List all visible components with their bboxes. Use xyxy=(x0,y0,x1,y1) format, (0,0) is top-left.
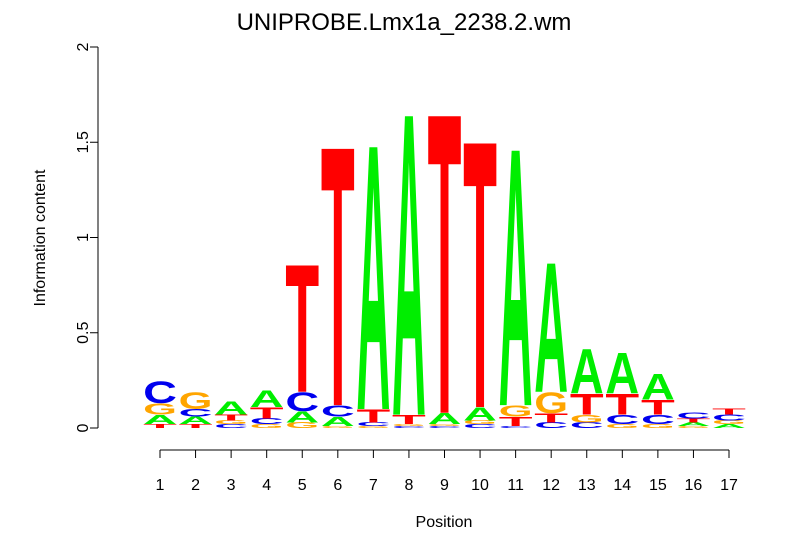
logo-letter: A xyxy=(356,64,390,489)
logo-letter: A xyxy=(143,412,177,427)
logo-letter: G xyxy=(179,388,213,415)
logo-letter: A xyxy=(712,423,746,429)
x-tick-label: 13 xyxy=(578,477,596,494)
logo-letter: T xyxy=(428,24,462,505)
logo-letter: T xyxy=(285,227,319,432)
logo-letter: T xyxy=(143,423,177,429)
logo-letter: C xyxy=(214,423,248,429)
logo-letter: G xyxy=(499,402,533,420)
logo-letter: A xyxy=(570,336,604,408)
x-tick-label: 16 xyxy=(685,477,703,494)
logo-letter: T xyxy=(392,412,426,427)
x-tick-label: 10 xyxy=(471,477,489,494)
logo-letter: T xyxy=(641,396,675,420)
logo-letter: G xyxy=(356,426,390,429)
logo-letter: A xyxy=(250,386,284,413)
logo-letter: C xyxy=(356,421,390,427)
logo-letter: G xyxy=(712,419,746,425)
x-tick-label: 2 xyxy=(191,477,200,494)
logo-letter: C xyxy=(605,412,639,427)
logo-letter: A xyxy=(392,22,426,507)
logo-letter: A xyxy=(285,408,319,426)
y-tick-label: 0 xyxy=(75,423,92,432)
logo-letter: G xyxy=(534,386,568,419)
logo-letter: G xyxy=(605,423,639,429)
logo-letter: T xyxy=(499,414,533,429)
x-tick-label: 17 xyxy=(720,477,738,494)
logo-letter: T xyxy=(677,418,711,424)
logo-letter: A xyxy=(677,421,711,427)
logo-letter: C xyxy=(392,426,426,429)
logo-letter: T xyxy=(250,404,284,422)
logo-letter: C xyxy=(641,412,675,427)
x-axis-label: Position xyxy=(416,514,473,531)
logo-letter: A xyxy=(428,410,462,428)
logo-letter: G xyxy=(428,424,462,427)
logo-letter: T xyxy=(356,406,390,427)
logo-letter: C xyxy=(428,426,462,429)
logo-letter: G xyxy=(677,426,711,429)
y-tick-label: 1.5 xyxy=(75,131,92,153)
x-tick-label: 15 xyxy=(649,477,667,494)
logo-letter: T xyxy=(179,423,213,429)
x-tick-label: 3 xyxy=(227,477,236,494)
x-tick-label: 1 xyxy=(156,477,165,494)
logo-letter: A xyxy=(463,404,497,425)
logo-letter: C xyxy=(677,411,711,420)
logo-letter: T xyxy=(570,388,604,421)
x-tick-label: 9 xyxy=(440,477,449,494)
logo-letter: C xyxy=(499,426,533,429)
logo-letter: C xyxy=(712,413,746,422)
logo-letter: T xyxy=(214,413,248,422)
logo-letter: T xyxy=(321,68,355,485)
y-axis-label: Information content xyxy=(32,169,49,307)
x-tick-label: 6 xyxy=(333,477,342,494)
logo-letter: A xyxy=(179,415,213,427)
x-tick-label: 4 xyxy=(262,477,271,494)
y-tick-label: 2 xyxy=(75,42,92,51)
logo-letter: G xyxy=(250,423,284,429)
logo-letter: G xyxy=(143,400,177,418)
logo-letter: G xyxy=(641,423,675,429)
logo-letter: C xyxy=(570,421,604,430)
logo-letter: T xyxy=(463,62,497,489)
logo-letter: A xyxy=(641,366,675,407)
x-tick-label: 12 xyxy=(542,477,560,494)
logo-letter: T xyxy=(712,408,746,417)
logo-letter: G xyxy=(285,421,319,430)
logo-letter: A xyxy=(499,72,533,484)
y-tick-label: 0.5 xyxy=(75,322,92,344)
logo-letter: C xyxy=(534,421,568,430)
y-tick-label: 1 xyxy=(75,233,92,242)
logo-letter: C xyxy=(179,407,213,419)
logo-letter: G xyxy=(392,424,426,427)
logo-letter: G xyxy=(463,419,497,425)
logo-letter: A xyxy=(214,398,248,419)
logo-letter: C xyxy=(143,374,177,410)
chart-title: UNIPROBE.Lmx1a_2238.2.wm xyxy=(237,9,572,36)
logo-letter: C xyxy=(285,387,319,417)
logo-letter: A xyxy=(321,414,355,429)
logo-letter: G xyxy=(570,413,604,425)
x-tick-label: 7 xyxy=(369,477,378,494)
logo-letter: G xyxy=(321,426,355,429)
logo-letter: T xyxy=(605,388,639,421)
logo-letter: C xyxy=(463,423,497,429)
logo-letter: T xyxy=(534,410,568,425)
logo-letter: G xyxy=(214,419,248,425)
logo-letter: C xyxy=(250,417,284,426)
x-tick-label: 11 xyxy=(507,477,524,494)
logo-letter: C xyxy=(321,402,355,420)
logo-letter: A xyxy=(534,224,568,432)
x-tick-label: 5 xyxy=(298,477,307,494)
logo-letter: A xyxy=(605,342,639,407)
x-tick-label: 8 xyxy=(404,477,413,494)
x-tick-label: 14 xyxy=(613,477,631,494)
